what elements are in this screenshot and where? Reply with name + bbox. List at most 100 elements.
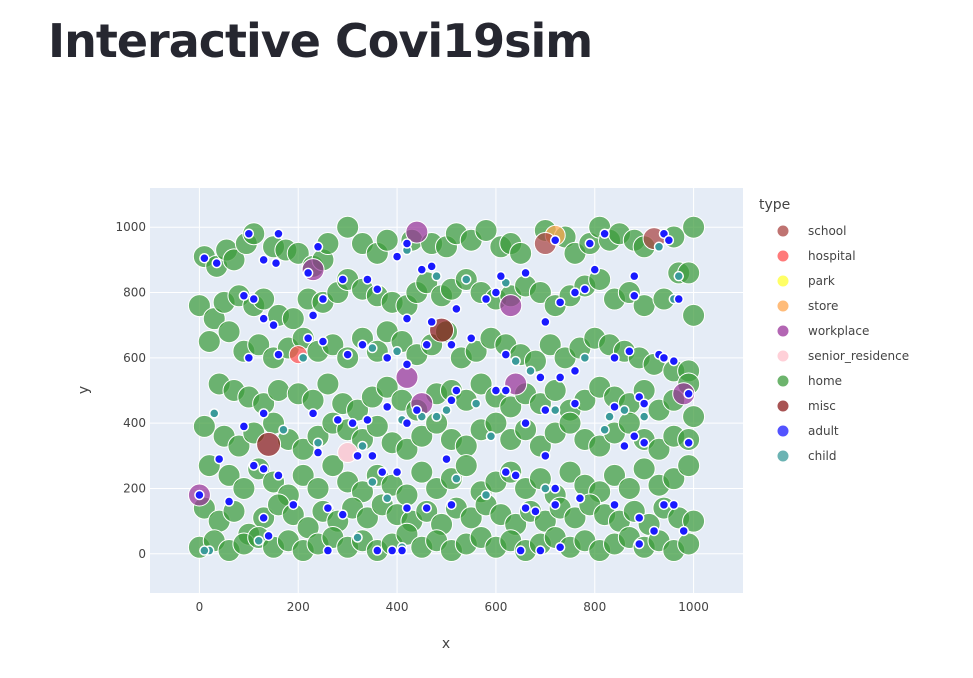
adult-point[interactable] bbox=[243, 228, 255, 239]
child-point[interactable] bbox=[485, 430, 497, 442]
adult-point[interactable] bbox=[381, 401, 393, 413]
home-point[interactable] bbox=[217, 463, 241, 487]
home-point[interactable] bbox=[538, 333, 562, 357]
adult-point[interactable] bbox=[633, 538, 645, 550]
home-point[interactable] bbox=[286, 241, 310, 265]
home-point[interactable] bbox=[558, 411, 582, 435]
home-point[interactable] bbox=[346, 398, 370, 422]
adult-point[interactable] bbox=[540, 316, 551, 328]
adult-point[interactable] bbox=[490, 385, 502, 396]
adult-point[interactable] bbox=[520, 417, 531, 429]
adult-point[interactable] bbox=[372, 545, 383, 556]
adult-point[interactable] bbox=[317, 336, 329, 347]
adult-point[interactable] bbox=[337, 274, 348, 285]
adult-point[interactable] bbox=[194, 489, 205, 501]
adult-point[interactable] bbox=[396, 545, 408, 556]
home-point[interactable] bbox=[617, 411, 641, 435]
child-point[interactable] bbox=[352, 532, 363, 543]
adult-point[interactable] bbox=[367, 450, 378, 462]
child-point[interactable] bbox=[451, 473, 462, 484]
adult-point[interactable] bbox=[465, 332, 477, 344]
child-point[interactable] bbox=[470, 398, 482, 409]
adult-point[interactable] bbox=[322, 545, 334, 556]
home-point[interactable] bbox=[410, 424, 434, 448]
legend-item-school[interactable]: school bbox=[808, 224, 846, 238]
adult-point[interactable] bbox=[520, 502, 531, 514]
adult-point[interactable] bbox=[426, 316, 437, 328]
adult-point[interactable] bbox=[663, 235, 675, 246]
home-point[interactable] bbox=[266, 379, 290, 402]
home-point[interactable] bbox=[316, 372, 340, 396]
adult-point[interactable] bbox=[629, 270, 640, 282]
adult-point[interactable] bbox=[540, 404, 551, 416]
adult-point[interactable] bbox=[515, 545, 526, 556]
adult-point[interactable] bbox=[307, 310, 319, 321]
adult-point[interactable] bbox=[263, 530, 274, 542]
child-point[interactable] bbox=[367, 476, 378, 488]
adult-point[interactable] bbox=[357, 339, 368, 351]
adult-point[interactable] bbox=[223, 496, 235, 507]
adult-point[interactable] bbox=[391, 251, 403, 262]
adult-point[interactable] bbox=[535, 545, 546, 556]
adult-point[interactable] bbox=[347, 417, 358, 429]
adult-point[interactable] bbox=[288, 499, 299, 511]
adult-point[interactable] bbox=[451, 303, 462, 315]
adult-point[interactable] bbox=[211, 257, 222, 269]
adult-point[interactable] bbox=[322, 502, 334, 514]
adult-point[interactable] bbox=[549, 235, 561, 246]
adult-point[interactable] bbox=[362, 274, 373, 285]
adult-point[interactable] bbox=[401, 313, 413, 324]
home-point[interactable] bbox=[395, 522, 419, 546]
home-point[interactable] bbox=[281, 307, 305, 331]
adult-point[interactable] bbox=[258, 512, 269, 524]
child-point[interactable] bbox=[357, 440, 368, 452]
adult-point[interactable] bbox=[238, 290, 250, 302]
adult-point[interactable] bbox=[554, 372, 566, 383]
adult-point[interactable] bbox=[372, 284, 383, 295]
adult-point[interactable] bbox=[574, 493, 586, 504]
adult-point[interactable] bbox=[678, 525, 689, 537]
adult-point[interactable] bbox=[446, 339, 457, 351]
adult-point[interactable] bbox=[619, 440, 630, 452]
adult-point[interactable] bbox=[584, 238, 596, 249]
child-point[interactable] bbox=[540, 483, 551, 494]
home-point[interactable] bbox=[222, 248, 246, 272]
home-point[interactable] bbox=[217, 320, 241, 344]
legend-item-workplace[interactable]: workplace bbox=[808, 324, 869, 338]
legend-swatch[interactable] bbox=[776, 224, 790, 238]
adult-point[interactable] bbox=[490, 287, 502, 298]
legend-swatch[interactable] bbox=[776, 324, 790, 338]
adult-point[interactable] bbox=[629, 290, 640, 302]
legend-item-hospital[interactable]: hospital bbox=[808, 249, 856, 263]
adult-point[interactable] bbox=[332, 414, 344, 426]
home-point[interactable] bbox=[677, 532, 701, 556]
home-point[interactable] bbox=[677, 454, 701, 478]
home-point[interactable] bbox=[662, 467, 686, 491]
adult-point[interactable] bbox=[638, 398, 650, 409]
home-point[interactable] bbox=[632, 457, 656, 481]
legend-swatch[interactable] bbox=[776, 374, 790, 388]
legend-item-park[interactable]: park bbox=[808, 274, 835, 288]
legend-item-child[interactable]: child bbox=[808, 449, 837, 463]
adult-point[interactable] bbox=[273, 228, 284, 239]
adult-point[interactable] bbox=[268, 319, 279, 331]
adult-point[interactable] bbox=[480, 293, 492, 305]
legend-item-misc[interactable]: misc bbox=[808, 399, 836, 413]
adult-point[interactable] bbox=[554, 297, 566, 308]
adult-point[interactable] bbox=[401, 238, 413, 249]
home-point[interactable] bbox=[474, 218, 498, 242]
home-point[interactable] bbox=[321, 454, 345, 478]
home-point[interactable] bbox=[682, 303, 706, 327]
adult-point[interactable] bbox=[426, 261, 437, 272]
home-point[interactable] bbox=[395, 437, 419, 461]
home-point[interactable] bbox=[484, 411, 508, 435]
child-point[interactable] bbox=[431, 270, 442, 282]
adult-point[interactable] bbox=[317, 293, 329, 305]
adult-point[interactable] bbox=[401, 417, 413, 429]
scatter-points[interactable] bbox=[187, 215, 706, 563]
adult-point[interactable] bbox=[273, 470, 284, 481]
home-point[interactable] bbox=[528, 281, 552, 305]
adult-point[interactable] bbox=[549, 483, 561, 494]
child-point[interactable] bbox=[653, 241, 665, 253]
home-point[interactable] bbox=[247, 333, 271, 357]
